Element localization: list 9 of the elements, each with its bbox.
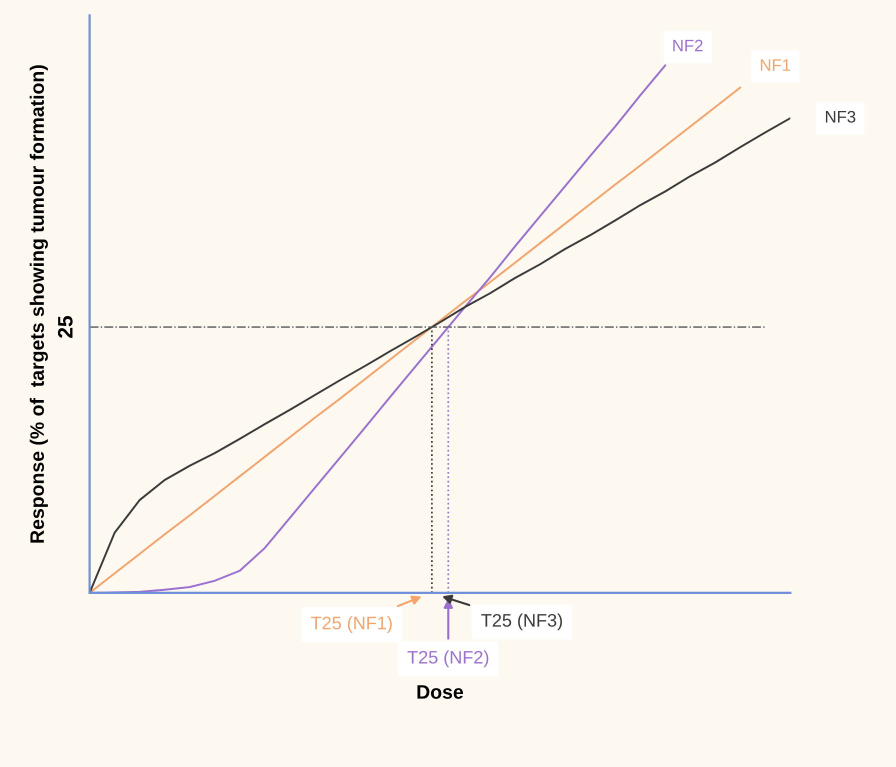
x-axis-title: Dose <box>417 685 464 699</box>
series-label: NF2 <box>673 40 703 52</box>
series-label: NF1 <box>760 59 790 71</box>
y-axis-title: Response (% of targets showing tumour formation) <box>30 65 48 543</box>
text: T25 (NF3) <box>481 613 562 630</box>
text: T25 (NF2) <box>408 650 488 668</box>
text: T25 (NF1) <box>311 616 392 633</box>
text: 25 <box>58 316 73 338</box>
text: NF3 <box>826 110 856 123</box>
